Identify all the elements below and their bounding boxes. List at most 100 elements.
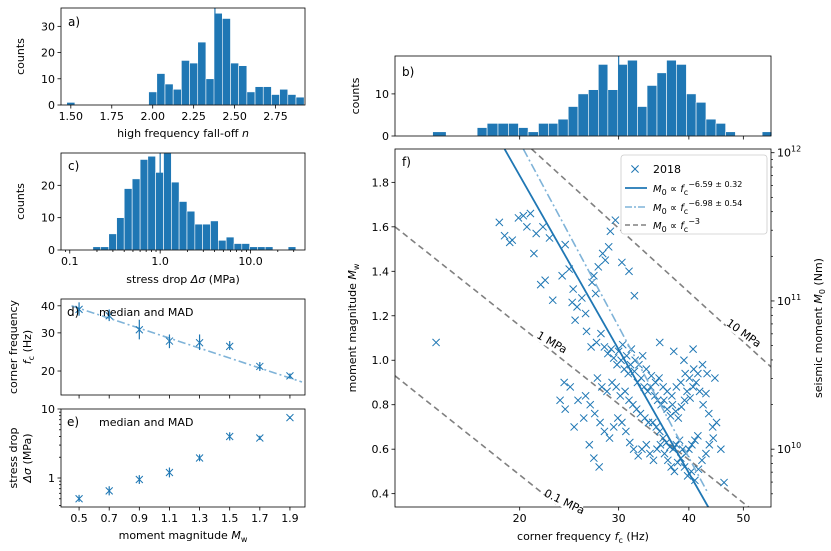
panel-f-point-50	[643, 387, 652, 396]
panel-f-point-156-b	[693, 369, 702, 378]
panel-f-point-87	[634, 451, 643, 460]
panel-d-ylabel-line1: corner frequency	[7, 299, 20, 394]
panel-f-point-97	[670, 467, 679, 476]
panel-f-point-135	[640, 414, 649, 423]
hist-b-bar-11	[577, 93, 589, 137]
panel-f-point-9	[532, 229, 541, 238]
panel-b-ylabel: counts	[349, 77, 362, 114]
panel-f-point-118-b	[678, 445, 687, 454]
panel-e-point-2	[135, 475, 144, 484]
panel-f-point-145-b	[647, 371, 656, 380]
panel-f-point-84	[621, 427, 630, 436]
panel-e-point-3-b	[165, 468, 174, 477]
panel-f-fit-solid	[503, 149, 710, 507]
panel-f-point-91	[649, 456, 658, 465]
panel-f-point-119-b	[681, 449, 690, 458]
panel-f-ytick-2-label: 0.8	[372, 399, 390, 412]
panel-f-point-152	[676, 378, 685, 387]
panel-f-point-13-b	[548, 296, 557, 305]
panel-f-point-56-b	[663, 405, 672, 414]
panel-f-point-72	[712, 418, 721, 427]
panel-f-point-12-b	[541, 276, 550, 285]
panel-f-point-26	[589, 271, 598, 280]
panel-c-ytick-0-label: 0	[48, 244, 55, 257]
panel-f-point-107-b	[705, 440, 714, 449]
panel-f-point-108	[709, 434, 718, 443]
panel-f-xtick-1-label: 30	[612, 512, 626, 525]
panel-f-point-29	[601, 256, 610, 265]
panel-f-point-2	[500, 231, 509, 240]
hist-c-bar-18	[233, 243, 243, 251]
panel-f-point-39-b	[607, 345, 616, 354]
panel-f-ref-label-0: 0.1 MPa	[542, 487, 587, 518]
panel-f-point-28-b	[598, 249, 607, 258]
panel-f-legend-marker-0-b	[631, 165, 639, 173]
panel-f-point-36-b	[596, 329, 605, 338]
panel-f-point-74-b	[720, 478, 728, 487]
panel-f-point-115	[669, 445, 678, 454]
panel-d-point-5-b	[225, 342, 234, 351]
panel-f-ytick-4-label: 1.2	[372, 310, 390, 323]
panel-f-point-126-b	[603, 387, 611, 396]
panel-f-point-63-b	[683, 387, 691, 396]
panel-f-point-55	[659, 396, 668, 405]
hist-b-bar-27	[761, 131, 773, 137]
panel-e-ylabel-line2: Δσ (MPa)	[21, 434, 34, 484]
panel-f-point-173	[655, 338, 664, 347]
hist-a-bar-7	[197, 41, 207, 106]
panel-f-point-25-b	[591, 289, 600, 298]
panel-d-point-2-b	[135, 325, 144, 334]
hist-b-bar-8	[548, 123, 559, 137]
panel-b-frame	[394, 55, 772, 137]
panel-f-ref-label-1: 1 MPa	[532, 326, 572, 358]
panel-f-point-76-b	[586, 400, 595, 409]
panel-f-point-75	[581, 391, 590, 400]
hist-c-bar-22	[264, 246, 274, 251]
panel-f-ytick-5-label: 1.4	[372, 265, 390, 278]
hist-b-bar-13	[598, 64, 609, 137]
panel-f-point-160	[566, 382, 575, 391]
panel-d-point-5	[225, 342, 234, 351]
panel-f-point-122	[690, 436, 699, 445]
panel-f-point-15	[561, 240, 570, 249]
panel-f-point-38	[603, 349, 612, 358]
panel-f-point-128-b	[612, 382, 621, 391]
panel-f-point-132-b	[628, 400, 637, 409]
panel-f-point-106-b	[702, 449, 710, 458]
panel-f-point-16	[558, 271, 567, 280]
panel-f-point-57	[666, 411, 675, 420]
panel-f-point-7-b	[522, 222, 531, 231]
hist-b-bar-23	[695, 102, 707, 137]
hist-c-bar-10	[171, 181, 180, 251]
panel-f-point-166-b	[556, 396, 565, 405]
panel-f-point-21-b	[568, 298, 577, 307]
panel-f-point-85-b	[625, 438, 634, 447]
panel-f-point-78-b	[596, 418, 605, 427]
panel-e-point-7	[286, 413, 294, 422]
panel-e-point-7-b	[286, 413, 294, 422]
hist-c-bar-7	[147, 155, 156, 251]
panel-f-point-169-b	[538, 222, 547, 231]
panel-f-point-65	[689, 382, 698, 391]
panel-f-point-122-b	[690, 436, 699, 445]
hist-a-bar-1	[148, 91, 158, 106]
panel-f-point-154-b	[685, 374, 694, 382]
hist-b-bar-20	[666, 59, 677, 137]
panel-f-point-26-b	[589, 271, 598, 280]
panel-a-frame	[60, 7, 306, 106]
hist-b-bar-19	[656, 72, 667, 137]
panel-f-point-58-b	[668, 400, 677, 409]
panel-f-point-168-b	[570, 422, 579, 431]
panel-f-point-177	[710, 374, 719, 382]
panel-f-point-81-b	[609, 422, 618, 431]
panel-f-point-66-b	[692, 378, 701, 387]
hist-c-bar-3	[116, 217, 125, 251]
hist-c-bar-13	[194, 223, 203, 251]
panel-b-ytick-0-label: 0	[382, 130, 389, 143]
panel-a-label: a)	[68, 15, 80, 29]
panel-f-point-79	[600, 427, 609, 436]
panel-f-point-15-b	[561, 240, 570, 249]
panel-f-point-86-b	[629, 445, 638, 454]
panel-f-point-95	[663, 456, 672, 465]
